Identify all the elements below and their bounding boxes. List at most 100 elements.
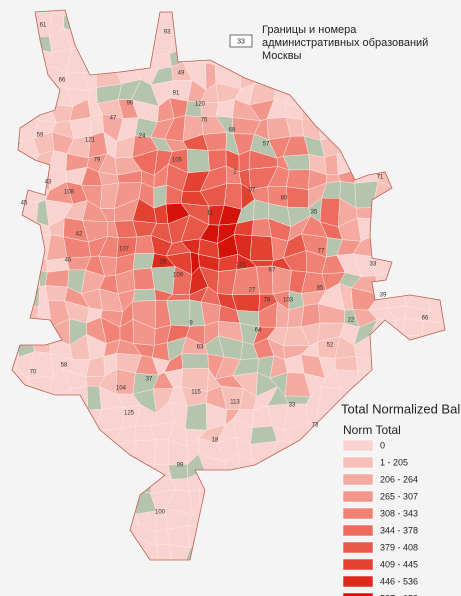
- district: [351, 62, 379, 91]
- district: [51, 473, 67, 491]
- district: [407, 147, 428, 172]
- district: [454, 458, 461, 482]
- district: [121, 14, 136, 34]
- district: [442, 251, 445, 279]
- district: [78, 438, 105, 457]
- district: [198, 580, 225, 596]
- district: [436, 70, 445, 87]
- district: [12, 87, 38, 107]
- district: [49, 578, 69, 596]
- district: [401, 113, 431, 139]
- district: [70, 385, 89, 411]
- district: [335, 80, 358, 104]
- district: [436, 525, 445, 548]
- district: [387, 113, 404, 139]
- district: [123, 31, 138, 51]
- legend-label: 379 - 408: [380, 542, 418, 552]
- district: [387, 200, 414, 217]
- district: [223, 13, 239, 37]
- district: [80, 573, 98, 594]
- district: [408, 424, 429, 444]
- legend-swatch: [342, 541, 374, 554]
- district: [355, 150, 376, 171]
- district: [12, 337, 20, 358]
- district: [207, 526, 222, 541]
- district-label: 71: [377, 175, 384, 181]
- district: [324, 153, 339, 176]
- district: [133, 31, 158, 57]
- district: [302, 524, 325, 545]
- district: [453, 202, 461, 221]
- district: [303, 574, 321, 596]
- district: [321, 578, 342, 596]
- district: [387, 187, 414, 209]
- district: [389, 215, 408, 243]
- district: [268, 494, 294, 511]
- district: [102, 11, 124, 34]
- district: [421, 522, 438, 549]
- district: [288, 590, 305, 596]
- district: [350, 97, 378, 124]
- district-label: 115: [191, 390, 201, 396]
- district-label: 101: [236, 263, 247, 269]
- district: [269, 529, 290, 548]
- district: [12, 198, 22, 222]
- district: [13, 266, 41, 296]
- district: [235, 10, 261, 18]
- district: [238, 582, 260, 596]
- header-line: Границы и номера: [262, 24, 357, 36]
- district-label: 9: [189, 321, 193, 327]
- district: [34, 428, 57, 444]
- district: [405, 215, 423, 234]
- district: [369, 132, 396, 159]
- district: [200, 512, 222, 532]
- district: [215, 511, 237, 532]
- district: [155, 557, 171, 560]
- district: [12, 521, 40, 547]
- district: [45, 456, 75, 478]
- district: [221, 563, 238, 583]
- district: [323, 541, 343, 560]
- district: [66, 489, 91, 512]
- district: [203, 10, 224, 20]
- district: [98, 572, 121, 593]
- district: [424, 271, 445, 295]
- district: [113, 507, 139, 525]
- district: [437, 555, 445, 560]
- district-label: 79: [94, 158, 101, 164]
- district: [17, 286, 41, 308]
- district: [443, 220, 445, 245]
- legend-swatch: [342, 524, 374, 537]
- district: [350, 86, 379, 103]
- district: [436, 29, 445, 54]
- district: [31, 508, 56, 528]
- district: [215, 488, 239, 514]
- district: [12, 248, 16, 267]
- district: [440, 293, 445, 308]
- district: [385, 290, 407, 309]
- district: [319, 523, 343, 548]
- district: [12, 420, 15, 448]
- district-label: 18: [212, 438, 219, 444]
- district: [12, 214, 19, 238]
- district: [427, 436, 443, 461]
- district: [321, 559, 340, 560]
- district: [421, 190, 445, 210]
- district: [233, 560, 260, 582]
- district-label: 11: [207, 211, 214, 217]
- legend: 0 1 - 205 206 - 264 265 - 307 308 - 343 344 -…: [342, 439, 418, 596]
- district: [205, 52, 222, 66]
- legend-label: 206 - 264: [380, 474, 418, 484]
- district: [438, 436, 445, 459]
- district: [455, 0, 461, 22]
- district: [169, 544, 191, 560]
- district: [357, 370, 380, 396]
- district-label: 39: [380, 293, 387, 299]
- district: [288, 574, 306, 594]
- district: [131, 577, 156, 596]
- district: [376, 82, 394, 99]
- district: [285, 529, 304, 548]
- district: [45, 554, 70, 560]
- district: [12, 326, 38, 339]
- district: [423, 10, 441, 20]
